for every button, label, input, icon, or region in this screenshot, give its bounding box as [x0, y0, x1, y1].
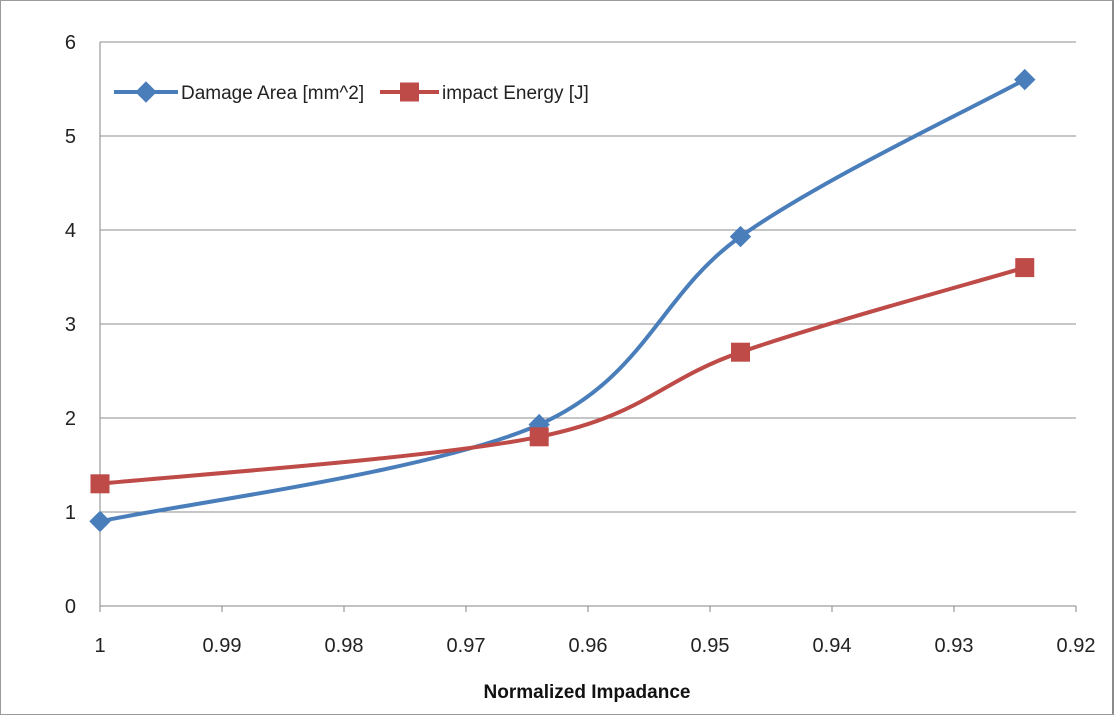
y-tick-label: 6	[65, 32, 76, 54]
diamond-marker	[729, 225, 752, 248]
square-marker	[90, 474, 110, 494]
square-marker	[731, 342, 750, 362]
x-tick-label: 0.94	[813, 635, 852, 657]
gridlines	[100, 41, 1076, 513]
square-marker	[1015, 258, 1035, 278]
square-marker	[529, 427, 549, 447]
x-tick-label: 0.95	[691, 635, 730, 657]
x-tick-label: 0.98	[325, 635, 364, 657]
y-tick-label: 4	[65, 220, 76, 242]
legend: Damage Area [mm^2] impact Energy [J]	[114, 81, 589, 104]
y-tick-label: 1	[65, 502, 76, 524]
y-tick-label: 5	[65, 126, 76, 148]
series-line-2	[98, 265, 1027, 486]
legend-label-1: Damage Area [mm^2]	[181, 83, 364, 104]
x-tick-label: 1	[94, 635, 105, 657]
y-tick-label: 3	[65, 314, 76, 336]
data-markers	[89, 68, 1036, 533]
diamond-marker	[1014, 68, 1036, 91]
x-tick-label: 0.99	[203, 635, 242, 657]
x-axis-title: Normalized Impadance	[484, 682, 691, 703]
series-line-1	[98, 77, 1027, 524]
x-tick-label: 0.92	[1057, 635, 1096, 657]
legend-marker-1	[135, 81, 157, 103]
x-tick-label: 0.97	[447, 635, 486, 657]
legend-marker-2	[400, 82, 419, 102]
x-tick-label: 0.93	[935, 635, 974, 657]
legend-label-2: impact Energy [J]	[442, 83, 589, 104]
y-tick-label: 0	[65, 596, 76, 618]
x-tick-label: 0.96	[569, 635, 608, 657]
diamond-marker	[89, 510, 111, 533]
y-tick-label: 2	[65, 408, 76, 430]
series-lines	[98, 77, 1027, 524]
